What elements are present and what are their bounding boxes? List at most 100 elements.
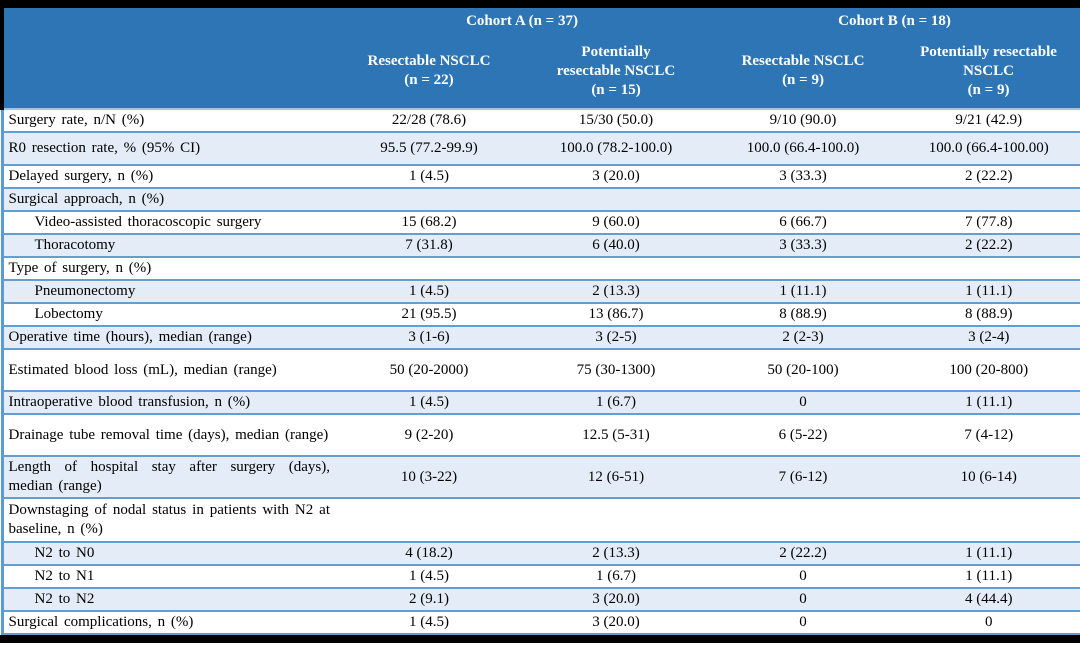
table-row-operative-time: Operative time (hours), median (range) 3…: [0, 325, 1080, 349]
cell-value: [897, 497, 1080, 542]
cell-value: [335, 497, 523, 542]
cell-value: [523, 256, 710, 280]
cell-value: 1 (11.1): [897, 541, 1080, 565]
cell-value: 0: [709, 610, 898, 635]
row-label: Downstaging of nodal status in patients …: [0, 497, 335, 542]
cell-value: 1 (11.1): [897, 279, 1080, 303]
row-label: Intraoperative blood transfusion, n (%): [0, 390, 335, 414]
row-label: Operative time (hours), median (range): [0, 325, 335, 349]
header-stub: [0, 8, 335, 34]
column-header-n: (n = 9): [967, 81, 1010, 98]
cell-value: 3 (20.0): [523, 610, 710, 635]
cell-value: 100.0 (78.2-100.0): [523, 131, 710, 165]
row-label: Drainage tube removal time (days), media…: [0, 413, 335, 456]
cohort-header-row: Cohort A (n = 37) Cohort B (n = 18): [0, 8, 1080, 34]
surgical-outcomes-table: Cohort A (n = 37) Cohort B (n = 18) Rese…: [0, 8, 1080, 635]
table-row-thoracotomy: Thoracotomy 7 (31.8) 6 (40.0) 3 (33.3) 2…: [0, 233, 1080, 257]
table-row-drainage-tube-removal: Drainage tube removal time (days), media…: [0, 413, 1080, 456]
cell-value: 9 (60.0): [523, 210, 710, 234]
cell-value: 12 (6-51): [523, 455, 710, 498]
row-label: Delayed surgery, n (%): [0, 164, 335, 188]
cell-value: [709, 187, 898, 211]
row-label: N2 to N0: [0, 541, 335, 565]
row-label: Surgical complications, n (%): [0, 610, 335, 635]
table-row-vats: Video-assisted thoracoscopic surgery 15 …: [0, 210, 1080, 234]
cell-value: 100.0 (66.4-100.00): [897, 131, 1080, 165]
cell-value: 1 (4.5): [335, 279, 523, 303]
row-label: Surgery rate, n/N (%): [0, 108, 335, 132]
row-label: N2 to N1: [0, 564, 335, 588]
cell-value: 1 (4.5): [335, 564, 523, 588]
cell-value: 6 (40.0): [523, 233, 710, 257]
cell-value: 9 (2-20): [335, 413, 523, 456]
header-stub: [0, 34, 335, 109]
cell-value: 7 (31.8): [335, 233, 523, 257]
column-header-label: Potentially resectable NSCLC: [556, 43, 676, 79]
column-header-n: (n = 22): [404, 72, 454, 88]
column-header-resectable-b: Resectable NSCLC (n = 9): [709, 34, 898, 109]
cell-value: 2 (13.3): [523, 541, 710, 565]
row-label: Lobectomy: [0, 302, 335, 326]
cell-value: 100.0 (66.4-100.0): [709, 131, 898, 165]
cell-value: 12.5 (5-31): [523, 413, 710, 456]
cell-value: 50 (20-2000): [335, 348, 523, 391]
cell-value: 6 (66.7): [709, 210, 898, 234]
table-row-estimated-blood-loss: Estimated blood loss (mL), median (range…: [0, 348, 1080, 391]
cell-value: 7 (77.8): [897, 210, 1080, 234]
row-label: Video-assisted thoracoscopic surgery: [0, 210, 335, 234]
cell-value: 9/21 (42.9): [897, 108, 1080, 132]
column-header-n: (n = 15): [591, 81, 641, 98]
row-label: Estimated blood loss (mL), median (range…: [0, 348, 335, 391]
cell-value: 2 (2-3): [709, 325, 898, 349]
cell-value: 0: [897, 610, 1080, 635]
cell-value: [709, 497, 898, 542]
table-row-intraoperative-transfusion: Intraoperative blood transfusion, n (%) …: [0, 390, 1080, 414]
cell-value: 6 (5-22): [709, 413, 898, 456]
table-row-lobectomy: Lobectomy 21 (95.5) 13 (86.7) 8 (88.9) 8…: [0, 302, 1080, 326]
cell-value: 10 (6-14): [897, 455, 1080, 498]
cell-value: 0: [709, 390, 898, 414]
cell-value: 7 (4-12): [897, 413, 1080, 456]
cell-value: 8 (88.9): [897, 302, 1080, 326]
cell-value: 3 (2-5): [523, 325, 710, 349]
cell-value: [897, 256, 1080, 280]
cell-value: 50 (20-100): [709, 348, 898, 391]
cell-value: 9/10 (90.0): [709, 108, 898, 132]
row-label: Pneumonectomy: [0, 279, 335, 303]
cell-value: 15/30 (50.0): [523, 108, 710, 132]
cell-value: 7 (6-12): [709, 455, 898, 498]
table-body: Surgery rate, n/N (%) 22/28 (78.6) 15/30…: [0, 108, 1080, 635]
cell-value: [523, 187, 710, 211]
cell-value: 2 (9.1): [335, 587, 523, 611]
cell-value: 8 (88.9): [709, 302, 898, 326]
cell-value: 75 (30-1300): [523, 348, 710, 391]
cell-value: 1 (11.1): [897, 390, 1080, 414]
table-row-downstaging-nodal-status: Downstaging of nodal status in patients …: [0, 497, 1080, 542]
cell-value: 3 (20.0): [523, 587, 710, 611]
table-row-surgery-rate: Surgery rate, n/N (%) 22/28 (78.6) 15/30…: [0, 108, 1080, 132]
cell-value: 3 (1-6): [335, 325, 523, 349]
cell-value: 13 (86.7): [523, 302, 710, 326]
subgroup-header-row: Resectable NSCLC (n = 22) Potentially re…: [0, 34, 1080, 109]
cell-value: 1 (6.7): [523, 390, 710, 414]
column-header-potentially-resectable-a: Potentially resectable NSCLC (n = 15): [523, 34, 710, 109]
row-label: Type of surgery, n (%): [0, 256, 335, 280]
cell-value: 95.5 (77.2-99.9): [335, 131, 523, 165]
cell-value: 3 (2-4): [897, 325, 1080, 349]
cell-value: 4 (18.2): [335, 541, 523, 565]
column-header-potentially-resectable-b: Potentially resectable NSCLC (n = 9): [897, 34, 1080, 109]
cell-value: 21 (95.5): [335, 302, 523, 326]
column-header-label: Resectable NSCLC: [367, 53, 491, 69]
column-header-n: (n = 9): [782, 72, 824, 88]
cell-value: 1 (11.1): [897, 564, 1080, 588]
cell-value: 1 (11.1): [709, 279, 898, 303]
table-row-n2-to-n0: N2 to N0 4 (18.2) 2 (13.3) 2 (22.2) 1 (1…: [0, 541, 1080, 565]
cell-value: 2 (22.2): [897, 164, 1080, 188]
column-header-label: Resectable NSCLC: [741, 53, 865, 69]
cell-value: 0: [709, 564, 898, 588]
row-label: Thoracotomy: [0, 233, 335, 257]
cell-value: 3 (33.3): [709, 233, 898, 257]
cohort-b-header: Cohort B (n = 18): [709, 8, 1080, 34]
table-row-delayed-surgery: Delayed surgery, n (%) 1 (4.5) 3 (20.0) …: [0, 164, 1080, 188]
table-row-n2-to-n1: N2 to N1 1 (4.5) 1 (6.7) 0 1 (11.1): [0, 564, 1080, 588]
